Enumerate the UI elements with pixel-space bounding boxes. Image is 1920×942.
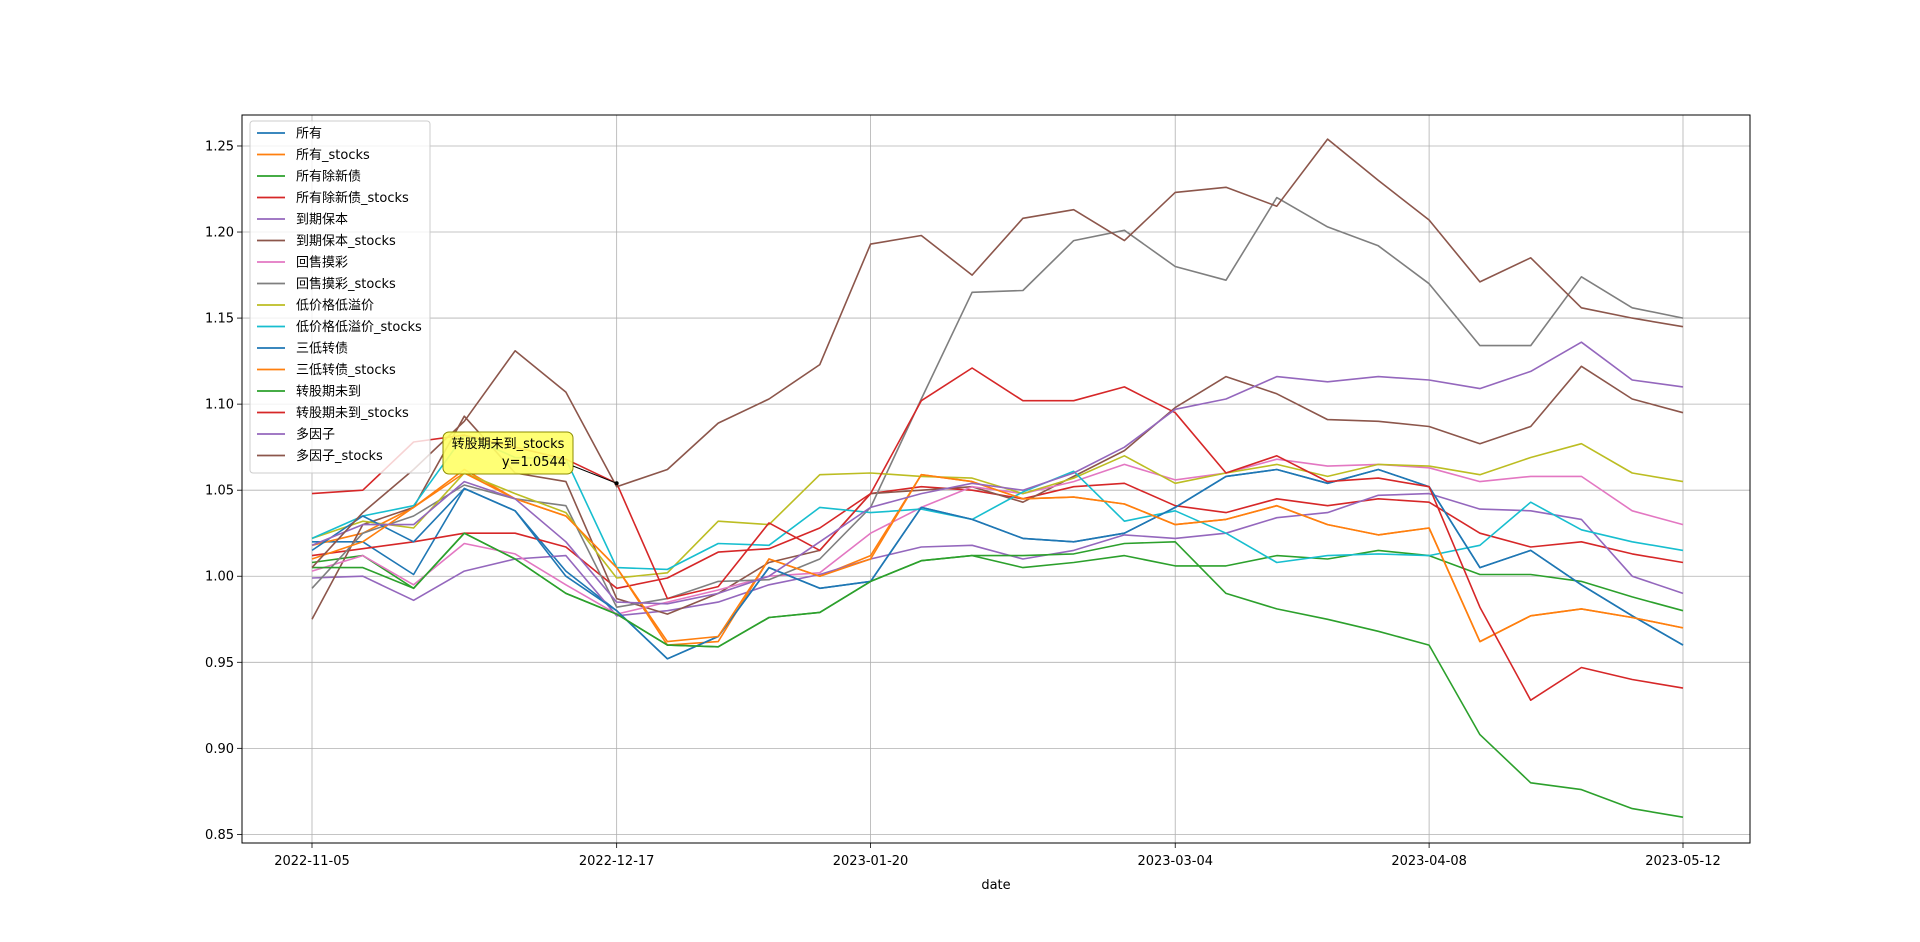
plot-area	[242, 115, 1750, 843]
y-tick-label: 1.20	[205, 226, 234, 241]
legend-label: 所有除新债_stocks	[296, 190, 409, 206]
series-line-10	[311, 468, 1684, 660]
series-line-5	[311, 365, 1684, 620]
series-line-14	[311, 341, 1684, 605]
legend-label: 回售摸彩_stocks	[296, 276, 396, 292]
x-tick-label: 2023-04-08	[1391, 854, 1467, 869]
y-tick-label: 0.95	[205, 656, 234, 671]
legend-label: 低价格低溢价	[296, 298, 374, 314]
legend-label: 回售摸彩	[296, 255, 348, 271]
legend-label: 转股期未到	[296, 385, 361, 400]
series-lines	[311, 138, 1684, 818]
y-tick-label: 1.10	[205, 398, 234, 413]
x-axis: 2022-11-05 2022-12-17 2023-01-20 2023-03-04…	[274, 843, 1721, 869]
legend-label: 所有除新债	[296, 169, 361, 185]
series-line-4	[311, 492, 1684, 617]
y-tick-label: 1.00	[205, 570, 234, 585]
x-axis-label: date	[981, 878, 1010, 893]
annotation-arrow	[572, 465, 617, 484]
x-tick-label: 2023-03-04	[1137, 854, 1213, 869]
legend-box	[249, 120, 431, 474]
annotation-title: 转股期未到_stocks	[452, 437, 565, 452]
y-tick-label: 1.25	[205, 139, 234, 154]
legend-label: 所有_stocks	[296, 148, 370, 163]
series-line-8	[311, 442, 1684, 579]
legend-label: 到期保本_stocks	[296, 234, 396, 249]
y-axis: 0.85 0.90 0.95 1.00 1.05 1.10 1.15 1.20 1.25	[205, 139, 242, 843]
x-tick-label: 2022-12-17	[579, 854, 655, 869]
series-line-11	[311, 472, 1684, 643]
x-tick-label: 2023-05-12	[1645, 854, 1721, 869]
x-tick-label: 2022-11-05	[274, 854, 350, 869]
y-tick-label: 0.90	[205, 742, 234, 757]
legend-label: 所有	[296, 127, 322, 142]
legend-label: 转股期未到_stocks	[296, 406, 409, 421]
series-line-15	[311, 138, 1684, 569]
series-line-12	[312, 532, 1684, 818]
legend-label: 多因子_stocks	[296, 448, 383, 464]
annotation-value: y=1.0544	[502, 455, 566, 470]
legend-label: 到期保本	[296, 213, 348, 228]
y-tick-label: 1.15	[205, 312, 234, 327]
x-tick-label: 2023-01-20	[833, 854, 909, 869]
y-tick-label: 1.05	[205, 484, 234, 499]
legend-label: 三低转债	[296, 342, 348, 357]
legend-label: 三低转债_stocks	[296, 363, 396, 378]
plot-frame	[241, 114, 1751, 844]
legend-label: 低价格低溢价_stocks	[296, 319, 422, 335]
hover-annotation: 转股期未到_stocks y=1.0544	[442, 431, 619, 486]
y-tick-label: 0.85	[205, 828, 234, 843]
legend-label: 多因子	[296, 427, 335, 443]
annotation-target	[614, 481, 619, 486]
annotation-box	[442, 431, 574, 475]
